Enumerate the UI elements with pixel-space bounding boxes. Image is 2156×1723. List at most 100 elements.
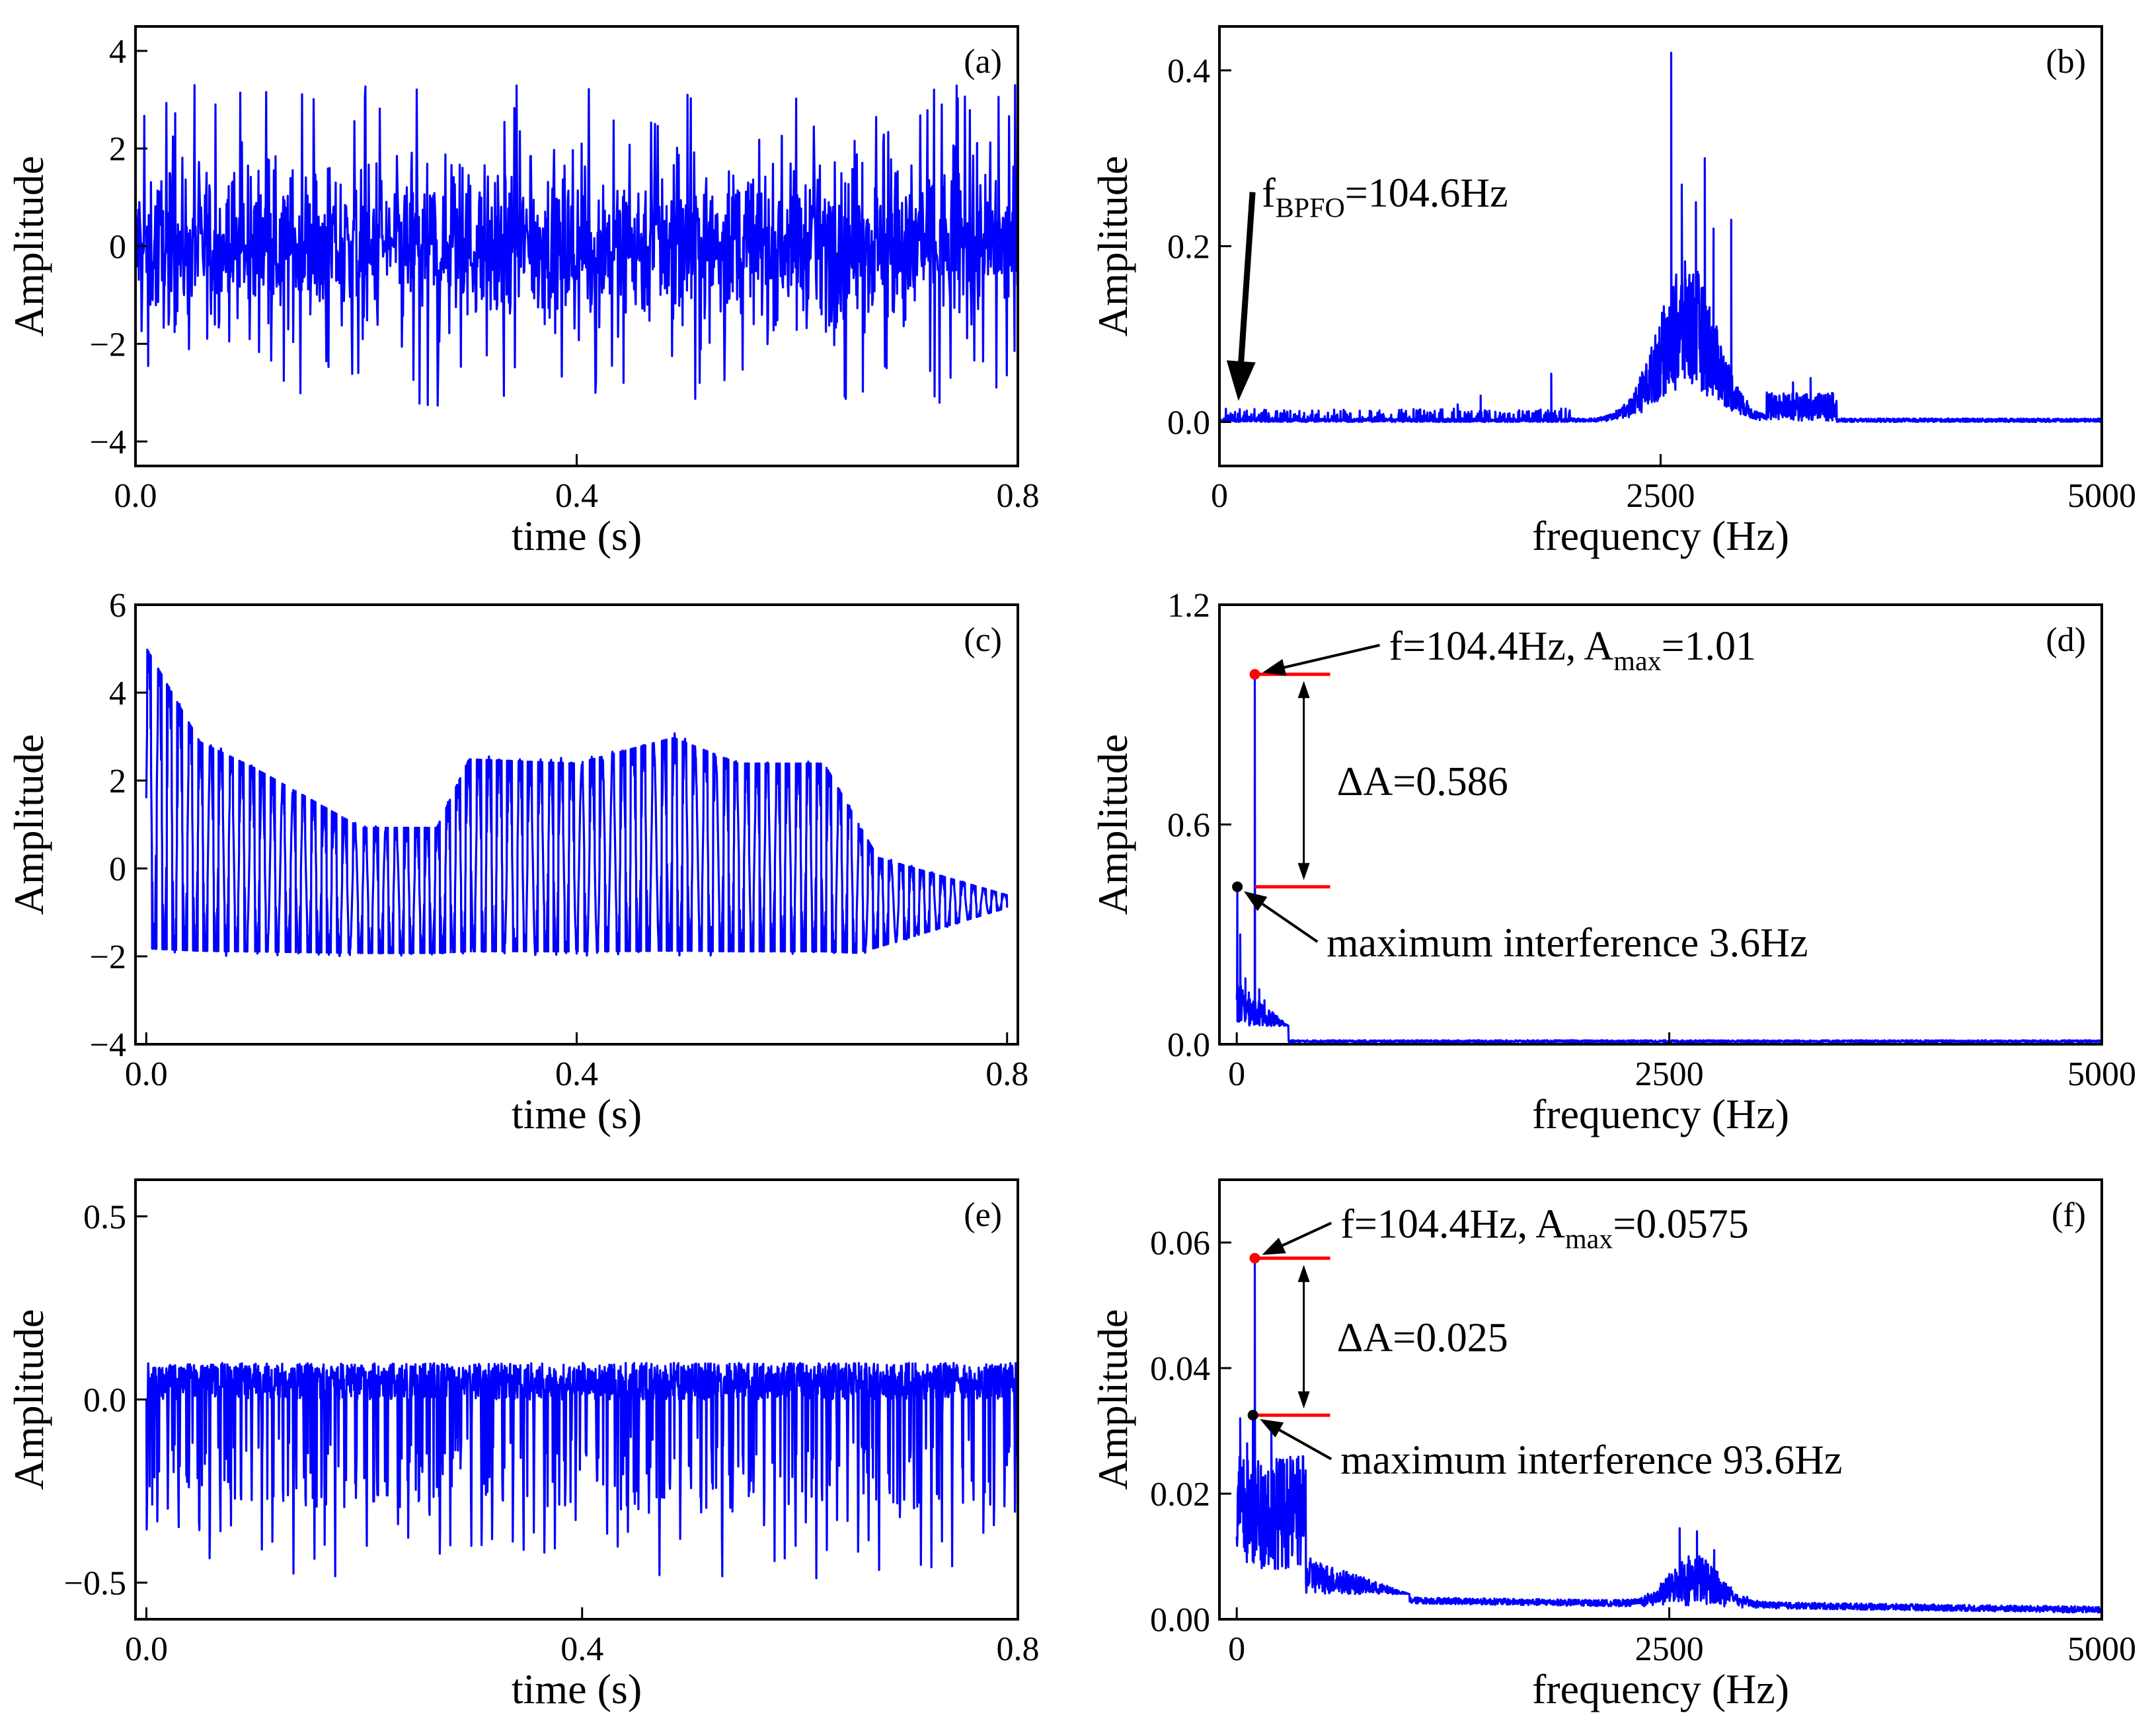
delta-arrowhead-top-f <box>1297 1264 1310 1282</box>
x-tick-label-a-0: 0.0 <box>114 477 157 515</box>
panel-d: 0 2500 5000 0.0 0.6 1.2 frequency (Hz) Amplitud… <box>1089 587 2136 1137</box>
y-axis-label-d: Amplitude <box>1089 734 1136 915</box>
annotation-arrow-f-0 <box>1279 1221 1332 1248</box>
delta-label-f: ΔA=0.025 <box>1337 1316 1508 1361</box>
annotation-arrowhead-d-0 <box>1262 659 1287 676</box>
y-tick-label-e-1: 0.0 <box>83 1382 126 1420</box>
marker-d-1 <box>1232 881 1243 892</box>
panel-tag-e: (e) <box>964 1196 1002 1234</box>
y-tick-label-c-1: −2 <box>90 938 126 976</box>
axes-frame-b <box>1218 25 2103 467</box>
panel-e: 0.0 0.4 0.8 −0.5 0.0 0.5 time (s) Amplitude (e) <box>5 1178 1040 1712</box>
x-tick-label-a-1: 0.4 <box>555 477 598 515</box>
annotation-f-1: maximum interference 93.6Hz <box>1340 1438 1842 1483</box>
marker-f-1 <box>1247 1410 1258 1421</box>
y-tick-label-b-2: 0.4 <box>1167 53 1210 91</box>
axes-frame-f <box>1218 1178 2103 1621</box>
y-tick-label-f-1: 0.02 <box>1150 1476 1210 1513</box>
y-axis-label-e: Amplitude <box>5 1309 52 1490</box>
x-tick-label-d-1: 2500 <box>1635 1055 1704 1093</box>
y-tick-label-d-2: 1.2 <box>1167 587 1210 625</box>
x-axis-label-f: frequency (Hz) <box>1532 1666 1789 1712</box>
y-axis-label-f: Amplitude <box>1089 1309 1136 1490</box>
y-tick-label-b-0: 0.0 <box>1167 404 1210 442</box>
y-tick-label-b-1: 0.2 <box>1167 229 1210 266</box>
x-axis-label-e: time (s) <box>512 1666 642 1712</box>
annotation-arrowhead-d-1 <box>1244 891 1268 911</box>
panel-tag-f: (f) <box>2052 1196 2086 1234</box>
panel-a: 0.0 0.4 0.8 −4 −2 0 2 4 time (s) Amplitude (a) <box>5 25 1040 559</box>
series-line-a-0 <box>135 84 1018 407</box>
x-tick-label-c-2: 0.8 <box>985 1055 1028 1093</box>
x-tick-label-f-2: 5000 <box>2067 1630 2136 1668</box>
y-tick-label-a-1: −2 <box>90 326 126 364</box>
y-tick-label-f-0: 0.00 <box>1150 1601 1210 1639</box>
y-axis-label-a: Amplitude <box>5 156 52 337</box>
panel-b: 0 2500 5000 0.0 0.2 0.4 frequency (Hz) Amplitud… <box>1089 25 2136 559</box>
series-line-b-0 <box>1219 52 2102 424</box>
x-tick-label-b-1: 2500 <box>1627 477 1695 515</box>
annotation-arrow-d-0 <box>1281 644 1380 670</box>
y-tick-label-c-0: −4 <box>90 1026 126 1064</box>
series-line-e-0 <box>145 1361 1018 1580</box>
x-axis-label-b: frequency (Hz) <box>1532 512 1789 559</box>
y-tick-label-a-2: 0 <box>109 229 126 266</box>
y-tick-label-f-3: 0.06 <box>1150 1225 1210 1262</box>
x-tick-label-e-0: 0.0 <box>125 1630 168 1668</box>
annotation-b-0: fBPFO=104.6Hz <box>1262 171 1508 224</box>
delta-label-d: ΔA=0.586 <box>1337 759 1508 804</box>
y-axis-label-b: Amplitude <box>1089 156 1136 337</box>
y-tick-label-d-0: 0.0 <box>1167 1026 1210 1064</box>
x-axis-label-c: time (s) <box>512 1091 642 1137</box>
y-tick-label-a-0: −4 <box>90 424 126 461</box>
annotation-arrow-b-0 <box>1237 192 1256 381</box>
x-axis-label-d: frequency (Hz) <box>1532 1091 1789 1137</box>
annotation-f-0: f=104.4Hz, Amax=0.0575 <box>1340 1202 1749 1254</box>
x-tick-label-d-2: 5000 <box>2067 1055 2136 1093</box>
panel-tag-a: (a) <box>964 43 1002 81</box>
x-tick-label-e-1: 0.4 <box>560 1630 603 1668</box>
series-line-d-0 <box>1235 673 2102 1044</box>
y-tick-label-e-2: 0.5 <box>83 1198 126 1236</box>
y-tick-label-a-3: 2 <box>109 131 126 169</box>
annotation-arrow-f-1 <box>1276 1428 1332 1461</box>
y-tick-label-f-2: 0.04 <box>1150 1350 1210 1388</box>
x-tick-label-f-0: 0 <box>1228 1630 1245 1668</box>
y-tick-label-c-2: 0 <box>109 851 126 888</box>
x-tick-label-d-0: 0 <box>1228 1055 1245 1093</box>
x-tick-label-e-2: 0.8 <box>997 1630 1040 1668</box>
y-tick-label-a-4: 4 <box>109 33 126 71</box>
delta-arrowhead-top-d <box>1297 681 1310 699</box>
x-tick-label-f-1: 2500 <box>1635 1630 1704 1668</box>
series-line-f-0 <box>1235 1257 2102 1614</box>
y-axis-label-c: Amplitude <box>5 734 52 915</box>
annotation-d-0: f=104.4Hz, Amax=1.01 <box>1389 624 1757 677</box>
y-tick-label-c-4: 4 <box>109 675 126 712</box>
annotation-arrow-d-1 <box>1259 901 1319 943</box>
x-tick-label-a-2: 0.8 <box>997 477 1040 515</box>
x-tick-label-b-2: 5000 <box>2067 477 2136 515</box>
x-tick-label-c-1: 0.4 <box>555 1055 598 1093</box>
y-tick-label-c-3: 2 <box>109 763 126 800</box>
series-line-c-0 <box>145 648 1009 957</box>
annotation-arrowhead-b-0 <box>1226 360 1256 401</box>
annotation-d-1: maximum interference 3.6Hz <box>1327 921 1808 966</box>
delta-arrowhead-bottom-d <box>1297 862 1310 880</box>
delta-arrowhead-bottom-f <box>1297 1391 1310 1409</box>
panel-c: 0.0 0.4 0.8 −4 −2 0 2 4 6 time (s) Amplitude (c) <box>5 587 1028 1137</box>
y-tick-label-c-5: 6 <box>109 587 126 625</box>
y-tick-label-e-0: −0.5 <box>64 1565 126 1603</box>
annotation-arrowhead-f-1 <box>1260 1419 1284 1438</box>
axes-frame-c <box>134 603 1019 1046</box>
marker-f-0 <box>1249 1252 1260 1264</box>
x-tick-label-c-0: 0.0 <box>125 1055 168 1093</box>
y-tick-label-d-1: 0.6 <box>1167 807 1210 845</box>
panel-tag-d: (d) <box>2046 621 2086 659</box>
marker-d-0 <box>1249 669 1260 680</box>
annotation-arrowhead-f-0 <box>1262 1237 1286 1255</box>
x-axis-label-a: time (s) <box>512 512 642 559</box>
panel-f: 0 2500 5000 0.00 0.02 0.04 0.06 frequency (Hz) A… <box>1089 1178 2136 1712</box>
panel-tag-b: (b) <box>2046 43 2086 81</box>
panel-tag-c: (c) <box>964 621 1002 659</box>
